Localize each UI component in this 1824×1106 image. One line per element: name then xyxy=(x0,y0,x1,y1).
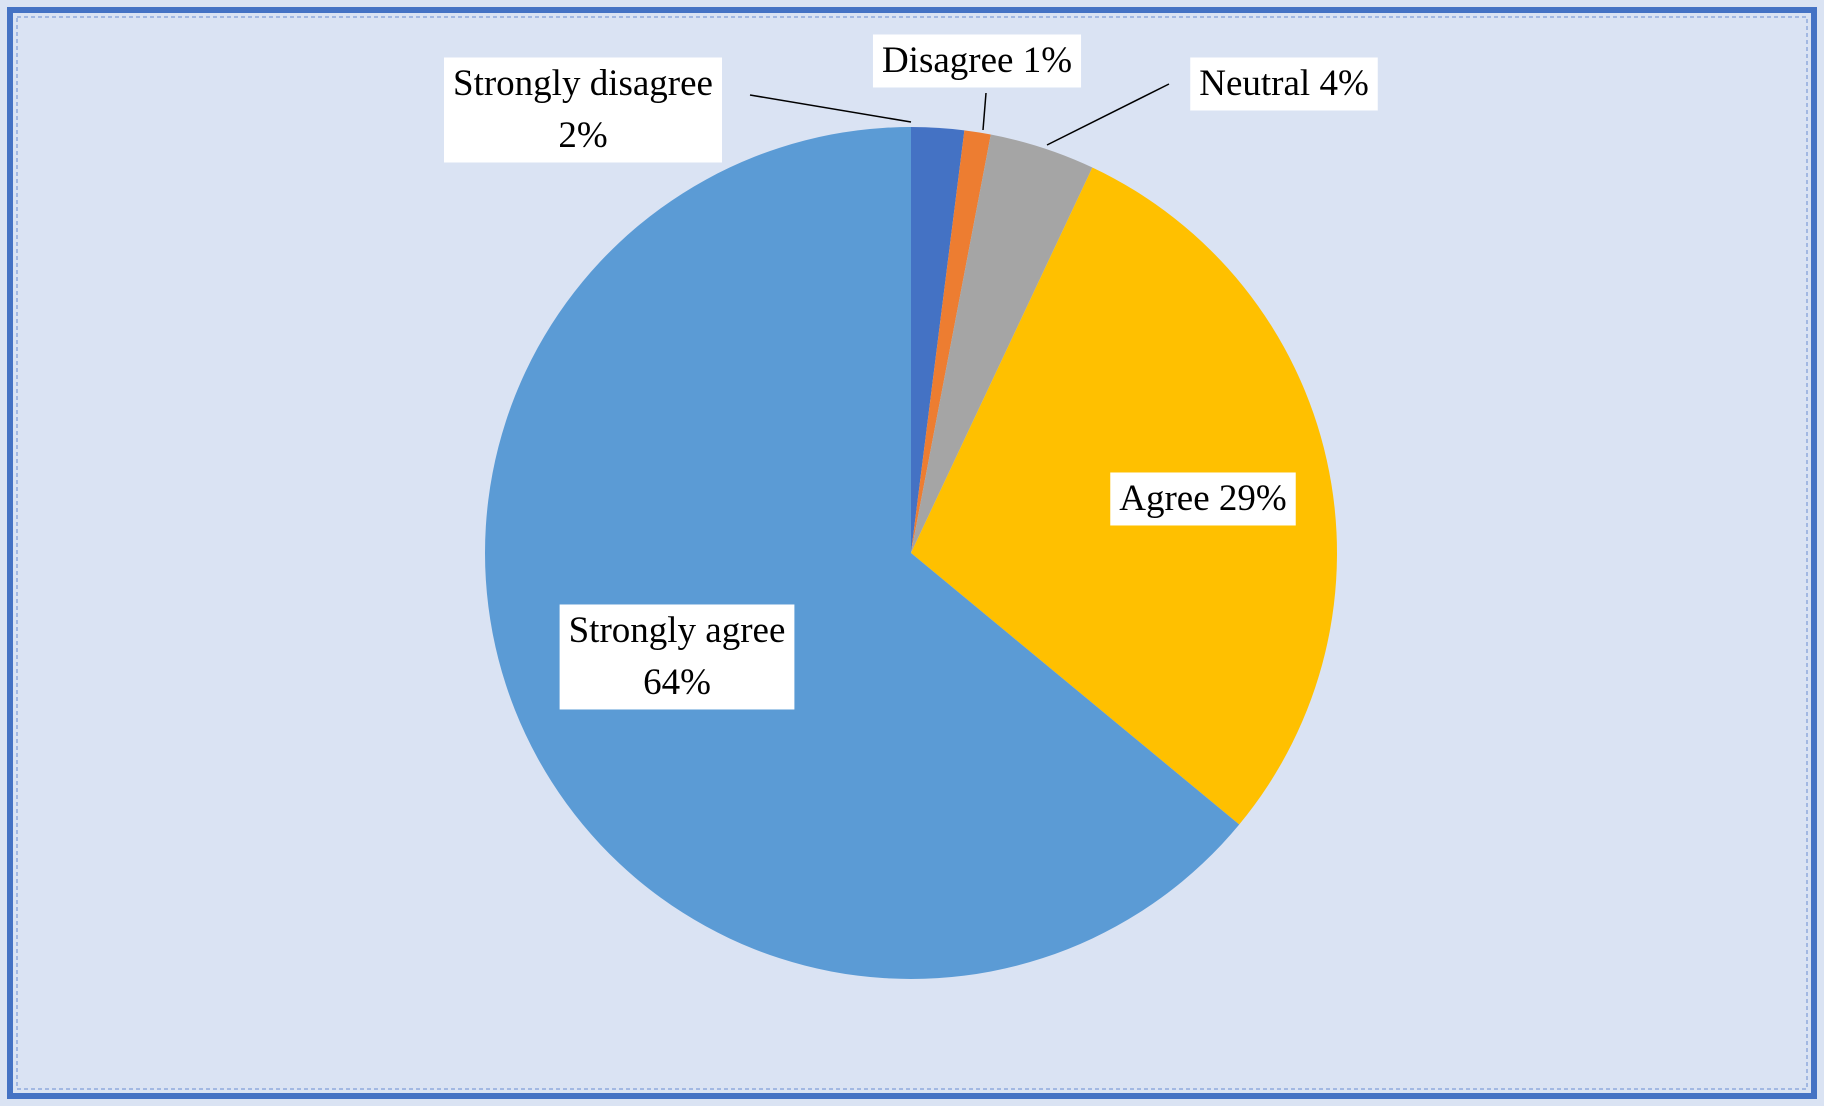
category-name: Agree xyxy=(1119,478,1209,519)
pie-slice xyxy=(911,134,1093,553)
separator xyxy=(1013,40,1022,81)
category-name: Strongly agree xyxy=(569,610,786,651)
data-label: Disagree 1% xyxy=(882,40,1072,81)
pie-slice xyxy=(911,130,991,553)
leader-line xyxy=(1046,83,1170,146)
label-box xyxy=(872,34,1082,88)
label-box xyxy=(559,604,795,710)
value-label: 2% xyxy=(558,115,607,156)
leader-line xyxy=(749,94,912,123)
label-box xyxy=(1110,472,1296,526)
pie xyxy=(484,127,1337,979)
chart-inner-border xyxy=(16,16,1808,1090)
value-label: 1% xyxy=(1023,40,1072,81)
label-box xyxy=(1190,57,1378,111)
category-name: Strongly disagree xyxy=(453,63,713,104)
data-label: Strongly disagree 2% xyxy=(453,63,713,156)
data-label: Strongly agree 64% xyxy=(569,610,786,703)
leader-lines xyxy=(749,83,1170,146)
separator xyxy=(1210,478,1219,519)
leader-line xyxy=(982,92,987,131)
value-label: 4% xyxy=(1319,63,1368,104)
data-label: Neutral 4% xyxy=(1199,63,1369,104)
category-name: Neutral xyxy=(1199,63,1310,104)
data-labels: Strongly disagree 2% Disagree 1% Neutral 4%… xyxy=(444,34,1378,710)
label-box xyxy=(444,57,722,163)
category-name: Disagree xyxy=(882,40,1014,81)
separator xyxy=(1310,63,1319,104)
value-label: 29% xyxy=(1219,478,1287,519)
pie-slice xyxy=(911,127,965,553)
pie-slice xyxy=(484,127,1240,979)
data-label: Agree 29% xyxy=(1119,478,1286,519)
value-label: 64% xyxy=(643,662,711,703)
chart-border xyxy=(7,7,1817,1099)
